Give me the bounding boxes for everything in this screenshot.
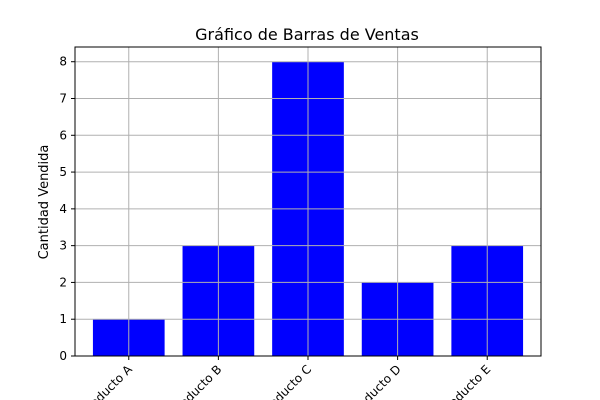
- y-tick-label: 6: [59, 128, 67, 142]
- y-tick-label: 5: [59, 165, 67, 179]
- y-tick-label: 0: [59, 349, 67, 363]
- y-tick-label: 1: [59, 312, 67, 326]
- chart-title: Gráfico de Barras de Ventas: [195, 25, 419, 44]
- y-tick-label: 4: [59, 202, 67, 216]
- plot-area-frame: [74, 46, 542, 357]
- y-tick-label: 7: [59, 92, 67, 106]
- y-tick-label: 8: [59, 55, 67, 69]
- y-tick-label: 3: [59, 239, 67, 253]
- y-axis-label: Cantidad Vendida: [37, 145, 52, 260]
- y-tick-label: 2: [59, 275, 67, 289]
